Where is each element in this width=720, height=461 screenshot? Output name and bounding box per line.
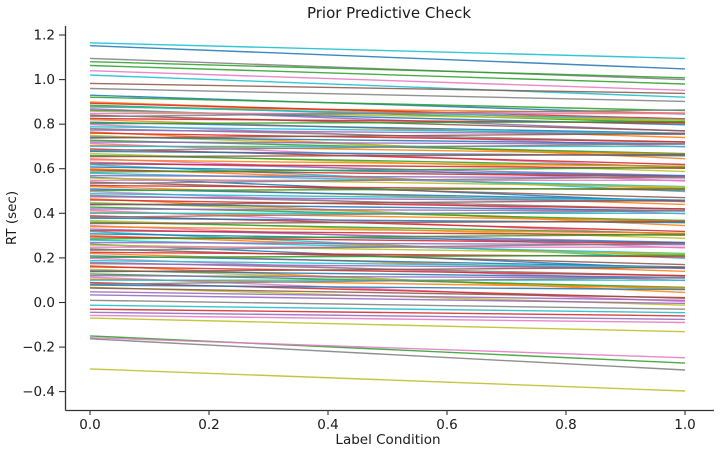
x-tick-label: 0.6 bbox=[436, 417, 457, 433]
prior-sample-line bbox=[89, 154, 686, 168]
y-tick-label: −0.2 bbox=[22, 340, 55, 356]
prior-sample-line bbox=[89, 209, 686, 218]
y-tick-label: 1.2 bbox=[34, 28, 55, 44]
prior-sample-line bbox=[89, 121, 686, 134]
prior-sample-line bbox=[89, 275, 686, 279]
prior-sample-line bbox=[89, 259, 686, 268]
prior-sample-line bbox=[89, 291, 686, 301]
prior-sample-line bbox=[89, 176, 686, 185]
prior-sample-line bbox=[89, 64, 686, 85]
x-axis-ticks: 0.0 0.2 0.4 0.6 0.8 1.0 bbox=[79, 410, 696, 433]
y-axis-ticks: −0.4 −0.2 0.0 0.2 0.4 0.6 0.8 1.0 1.2 bbox=[22, 28, 66, 400]
prior-sample-line bbox=[89, 230, 686, 236]
prior-sample-line bbox=[89, 242, 686, 251]
prior-sample-line bbox=[89, 141, 686, 145]
prior-sample-line bbox=[89, 166, 686, 177]
y-tick-label: 0.0 bbox=[34, 295, 55, 311]
x-tick-label: 0.4 bbox=[317, 417, 338, 433]
axes-spines bbox=[64, 26, 714, 412]
prior-sample-line bbox=[89, 166, 686, 173]
prior-sample-line bbox=[89, 270, 686, 279]
prior-sample-line bbox=[89, 308, 686, 317]
prior-sample-line bbox=[89, 110, 686, 121]
prior-sample-lines bbox=[89, 42, 686, 392]
prior-sample-line bbox=[89, 82, 686, 95]
x-tick-label: 1.0 bbox=[674, 417, 695, 433]
x-tick-label: 0.8 bbox=[555, 417, 576, 433]
prior-sample-line bbox=[89, 335, 686, 364]
prior-sample-line bbox=[89, 299, 686, 310]
prior-sample-line bbox=[89, 276, 686, 285]
chart-title: Prior Predictive Check bbox=[307, 4, 471, 22]
prior-sample-line bbox=[89, 233, 686, 240]
prior-sample-line bbox=[89, 254, 686, 259]
prior-sample-line bbox=[89, 287, 686, 299]
prior-sample-line bbox=[89, 338, 686, 371]
y-tick-label: −0.4 bbox=[22, 384, 55, 400]
prior-sample-line bbox=[89, 311, 686, 321]
prior-sample-line bbox=[89, 208, 686, 212]
prior-sample-line bbox=[89, 159, 686, 168]
prior-sample-line bbox=[89, 317, 686, 333]
prior-sample-line bbox=[89, 57, 686, 81]
prior-sample-line bbox=[89, 163, 686, 169]
prior-sample-line bbox=[89, 266, 686, 277]
prior-sample-line bbox=[89, 74, 686, 98]
prior-sample-line bbox=[89, 314, 686, 324]
prior-sample-line bbox=[89, 102, 686, 120]
prior-sample-line bbox=[89, 132, 686, 143]
prior-sample-line bbox=[89, 87, 686, 103]
x-tick-label: 0.0 bbox=[79, 417, 100, 433]
y-tick-label: 0.2 bbox=[34, 250, 55, 266]
y-tick-label: 1.0 bbox=[34, 72, 55, 88]
prior-sample-line bbox=[89, 45, 686, 70]
y-axis-label: RT (sec) bbox=[4, 191, 20, 245]
y-tick-label: 0.8 bbox=[34, 117, 55, 133]
prior-sample-line bbox=[89, 187, 686, 192]
x-tick-label: 0.2 bbox=[198, 417, 219, 433]
prior-sample-line bbox=[89, 193, 686, 202]
prior-sample-line bbox=[89, 244, 686, 255]
prior-sample-line bbox=[89, 109, 686, 118]
prior-sample-line bbox=[89, 136, 686, 145]
prior-sample-line bbox=[89, 266, 686, 273]
prior-sample-line bbox=[89, 304, 686, 314]
prior-sample-line bbox=[89, 132, 686, 139]
prior-sample-line bbox=[89, 120, 686, 125]
prior-sample-line bbox=[89, 221, 686, 235]
prior-sample-line bbox=[89, 203, 686, 212]
prior-sample-line bbox=[89, 96, 686, 112]
prior-sample-line bbox=[89, 226, 686, 235]
prior-sample-line bbox=[89, 153, 686, 158]
prior-sample-line bbox=[89, 233, 686, 244]
prior-sample-line bbox=[89, 368, 686, 392]
prior-sample-line bbox=[89, 294, 686, 305]
prior-sample-line bbox=[89, 143, 686, 152]
prior-sample-line bbox=[89, 177, 686, 188]
prior-sample-line bbox=[89, 199, 686, 210]
prior-sample-line bbox=[89, 337, 686, 359]
prior-sample-line bbox=[89, 126, 686, 135]
y-tick-label: 0.6 bbox=[34, 161, 55, 177]
prior-sample-line bbox=[89, 61, 686, 79]
y-tick-label: 0.4 bbox=[34, 206, 55, 222]
prior-sample-line bbox=[89, 70, 686, 91]
x-axis-label: Label Condition bbox=[335, 432, 440, 448]
prior-sample-line bbox=[89, 199, 686, 206]
prior-sample-line bbox=[89, 220, 686, 225]
prior-sample-line bbox=[89, 284, 686, 291]
prior-sample-line bbox=[89, 42, 686, 60]
